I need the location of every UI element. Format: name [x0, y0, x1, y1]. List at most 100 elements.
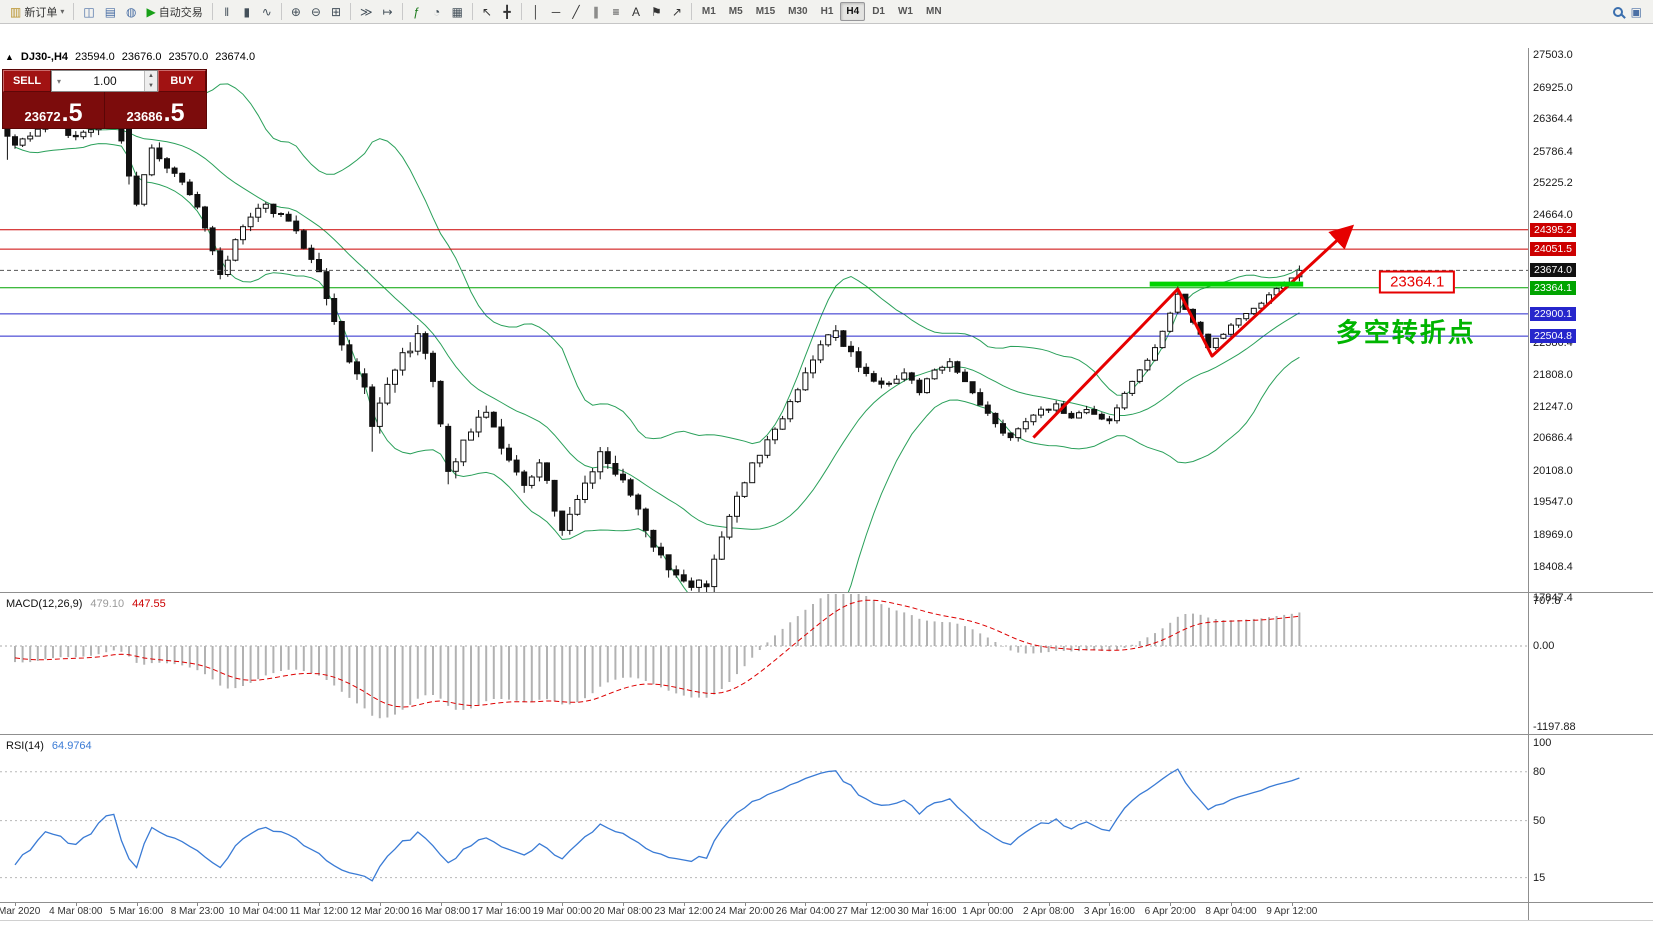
- auto-scroll-icon[interactable]: ≫: [355, 2, 378, 22]
- time-axis-tick: [987, 903, 989, 906]
- buy-price-fraction: .5: [163, 98, 185, 127]
- timeframe-m30[interactable]: M30: [788, 6, 808, 17]
- text-icon[interactable]: A: [626, 2, 646, 22]
- volume-increase-button[interactable]: ▲: [145, 71, 157, 81]
- volume-value[interactable]: 1.00: [93, 74, 117, 88]
- time-axis-tick: [866, 903, 868, 906]
- dropdown-caret-icon: ▾: [60, 7, 65, 16]
- line-chart-icon[interactable]: ∿: [257, 2, 277, 22]
- tile-windows-icon: ⊞: [330, 4, 342, 19]
- zoom-in-icon[interactable]: ⊕: [286, 2, 306, 22]
- bar-chart-icon[interactable]: ‖: [217, 2, 237, 22]
- ohlc-open: 23594.0: [75, 51, 115, 63]
- price-annotation-box[interactable]: 23364.1: [1379, 270, 1456, 294]
- label-icon: ⚑: [651, 4, 662, 19]
- cursor-icon[interactable]: ↖: [477, 2, 497, 22]
- time-axis-label: 1 Apr 00:00: [962, 906, 1014, 917]
- toolbar-separator: [211, 3, 213, 20]
- trendline-icon[interactable]: ╱: [566, 2, 586, 22]
- price-axis[interactable]: 27503.0 26925.0 26364.4 25786.4 25225.2 24664…: [1529, 24, 1653, 945]
- timeframe-m1[interactable]: M1: [701, 6, 716, 17]
- crosshair-icon[interactable]: ╋: [497, 2, 517, 22]
- new-order-button[interactable]: ▥ 新订单 ▾: [5, 2, 69, 22]
- time-axis-tick: [562, 903, 564, 906]
- time-axis-label: 3 Mar 2020: [0, 906, 41, 917]
- time-axis-tick: [1170, 903, 1172, 906]
- time-axis-tick: [258, 903, 260, 906]
- price-chart-canvas[interactable]: [0, 48, 1528, 592]
- macd-panel-canvas[interactable]: [0, 594, 1528, 734]
- candles[interactable]: [4, 109, 1303, 592]
- timeframe-w1[interactable]: W1: [897, 6, 913, 17]
- time-axis-label: 19 Mar 00:00: [532, 906, 592, 917]
- timeframe-h4[interactable]: H4: [840, 2, 866, 21]
- trend-arrow[interactable]: [1032, 224, 1355, 439]
- market-watch-icon[interactable]: ▤: [100, 2, 121, 22]
- indicators-icon[interactable]: ƒ: [407, 2, 427, 22]
- zoom-out-icon[interactable]: ⊖: [306, 2, 326, 22]
- buy-price[interactable]: 23686.5: [104, 92, 206, 128]
- new-order-button-icon: ▥: [10, 4, 22, 19]
- turning-point-annotation[interactable]: 多空转折点: [1335, 317, 1476, 348]
- time-axis-tick: [319, 903, 320, 906]
- toolbar-separator: [690, 3, 692, 20]
- panel-separator-rsi[interactable]: [0, 734, 1653, 735]
- bollinger-upper-band[interactable]: [14, 75, 1300, 445]
- time-axis[interactable]: 3 Mar 2020 4 Mar 08:00 5 Mar 16:00 8 Mar 23…: [0, 903, 1528, 920]
- fibonacci-icon[interactable]: ≡: [606, 2, 626, 22]
- level-price-tag: 23364.1: [1530, 280, 1576, 295]
- toolbar-separator: [471, 3, 473, 20]
- price-axis-label: 18969.0: [1533, 528, 1573, 541]
- time-axis-label: 23 Mar 12:00: [654, 906, 714, 917]
- panel-separator-macd[interactable]: [0, 592, 1653, 593]
- volume-field[interactable]: ▾ 1.00 ▲ ▼: [51, 70, 158, 92]
- timeframe-h1[interactable]: H1: [820, 6, 834, 17]
- auto-scroll-icon: ≫: [360, 4, 373, 19]
- volume-decrease-button[interactable]: ▼: [145, 81, 157, 91]
- timeframe-mn[interactable]: MN: [925, 6, 942, 17]
- buy-price-main: 23686: [126, 108, 163, 124]
- volume-dropdown-arrow[interactable]: ▾: [56, 76, 61, 86]
- timeframe-m15[interactable]: M15: [755, 6, 776, 17]
- sell-button[interactable]: SELL: [3, 70, 51, 92]
- chart-shift-icon[interactable]: ↦: [378, 2, 398, 22]
- ohlc-close: 23674.0: [215, 51, 256, 63]
- time-axis-tick: [136, 903, 138, 906]
- time-axis-tick: [1291, 903, 1293, 906]
- time-axis-label: 24 Mar 20:00: [715, 906, 775, 917]
- tile-windows-icon[interactable]: ⊞: [326, 2, 346, 22]
- macd-indicator-label: MACD(12,26,9) 479.10 447.55: [6, 598, 166, 610]
- time-axis-label: 9 Apr 12:00: [1266, 906, 1318, 917]
- macd-signal-line[interactable]: [14, 599, 1300, 708]
- charts-tile-icon[interactable]: ◫: [78, 2, 99, 22]
- periods-icon[interactable]: ◔: [427, 2, 447, 22]
- timeframe-d1[interactable]: D1: [872, 6, 885, 17]
- price-axis-label: 100: [1533, 737, 1552, 749]
- label-icon[interactable]: ⚑: [646, 2, 667, 22]
- channel-icon[interactable]: ∥: [586, 2, 606, 22]
- candlestick-chart-icon[interactable]: ▮: [237, 2, 257, 22]
- timeframe-m5[interactable]: M5: [728, 6, 743, 17]
- buy-button[interactable]: BUY: [158, 70, 206, 92]
- arrows-icon[interactable]: ↗: [667, 2, 687, 22]
- macd-name: MACD(12,26,9): [6, 598, 83, 610]
- macd-histogram[interactable]: [14, 594, 1301, 719]
- auto-trading-button-icon: ▶: [146, 4, 156, 19]
- rsi-line[interactable]: [14, 768, 1300, 882]
- arrows-icon: ↗: [671, 4, 682, 19]
- vertical-line-icon[interactable]: │: [526, 2, 546, 22]
- templates-icon[interactable]: ▦: [447, 2, 468, 22]
- sell-price[interactable]: 23672.5: [3, 92, 104, 128]
- chart-list-icon[interactable]: ▣: [1630, 4, 1642, 19]
- time-axis-label: 2 Apr 08:00: [1023, 906, 1075, 917]
- auto-trading-button[interactable]: ▶ 自动交易: [142, 2, 208, 22]
- search-icon[interactable]: [1612, 6, 1626, 19]
- price-axis-label: 21808.0: [1533, 369, 1573, 382]
- axis-border: [1528, 48, 1529, 920]
- navigator-icon[interactable]: ◍: [121, 2, 141, 22]
- bollinger-middle-band[interactable]: [14, 110, 1300, 530]
- time-axis-label: 10 Mar 04:00: [228, 906, 288, 917]
- trade-panel-collapse-icon[interactable]: ▲: [5, 52, 14, 62]
- horizontal-line-icon[interactable]: ─: [546, 2, 566, 22]
- rsi-panel-canvas[interactable]: [0, 736, 1528, 902]
